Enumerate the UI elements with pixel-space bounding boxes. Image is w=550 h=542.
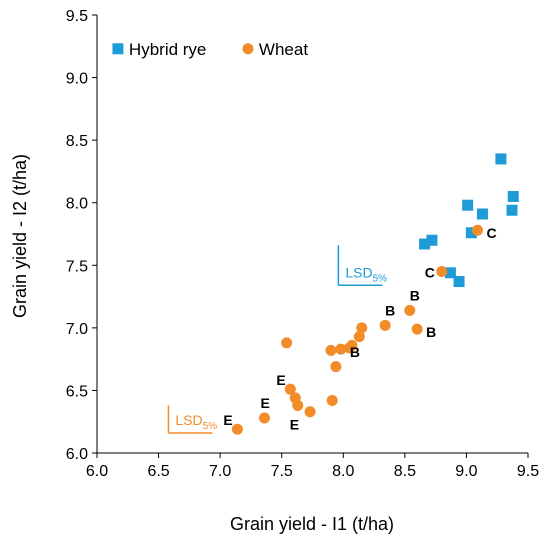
hybrid-rye-point xyxy=(476,208,488,220)
plot-area: 6.0 6.5 7.0 7.5 8.0 8.5 9.0 9.5 6.0 6.5 7.0 7.5 8.0… xyxy=(66,8,539,480)
wheat-point xyxy=(353,331,365,343)
hybrid-rye-point xyxy=(453,276,465,288)
wheat-point xyxy=(326,394,338,406)
point-label: B xyxy=(385,302,395,318)
lsd-annotations: LSD5%LSD5% xyxy=(167,245,387,434)
x-tick-label: 7.5 xyxy=(271,463,293,480)
y-tick-label: 7.5 xyxy=(66,258,88,275)
y-tick-label: 8.0 xyxy=(66,196,88,213)
wheat-point xyxy=(335,343,347,355)
point-label: B xyxy=(410,287,420,303)
y-tick-label: 9.0 xyxy=(66,71,88,88)
x-tick-label: 9.0 xyxy=(455,463,477,480)
lsd-label: LSD5% xyxy=(175,412,217,432)
point-label: E xyxy=(223,412,232,428)
wheat-point xyxy=(304,406,316,418)
hybrid-rye-point xyxy=(506,204,518,216)
wheat-point xyxy=(379,319,391,331)
wheat-point xyxy=(284,383,296,395)
wheat-point xyxy=(258,412,270,424)
y-tick-label: 8.5 xyxy=(66,133,88,150)
wheat-point xyxy=(281,337,293,349)
x-tick-label: 8.5 xyxy=(394,463,416,480)
x-axis-label: Grain yield - I1 (t/ha) xyxy=(230,514,394,534)
wheat-point xyxy=(436,266,448,278)
hybrid-rye-point xyxy=(465,227,477,239)
x-tick-label: 8.0 xyxy=(332,463,354,480)
wheat-point xyxy=(231,423,243,435)
legend-swatch-wheat xyxy=(242,43,254,55)
hybrid-rye-point xyxy=(495,153,507,165)
y-axis-label: Grain yield - I2 (t/ha) xyxy=(10,154,30,318)
x-tick-label: 7.0 xyxy=(209,463,231,480)
point-label: C xyxy=(425,265,435,281)
legend-label: Hybrid rye xyxy=(129,40,206,59)
lsd-label: LSD5% xyxy=(345,264,387,284)
data-points xyxy=(231,153,519,435)
point-label: B xyxy=(426,324,436,340)
wheat-point xyxy=(292,399,304,411)
wheat-point xyxy=(411,323,423,335)
wheat-point xyxy=(356,322,368,334)
y-tick-label: 6.5 xyxy=(66,383,88,400)
legend-swatch-hybrid-rye xyxy=(112,43,124,55)
y-tick-label: 6.0 xyxy=(66,446,88,463)
x-axis-ticks: 6.0 6.5 7.0 7.5 8.0 8.5 9.0 9.5 xyxy=(86,453,539,480)
point-label: E xyxy=(260,395,269,411)
point-label: E xyxy=(290,416,299,432)
point-label: C xyxy=(487,225,497,241)
wheat-point xyxy=(343,342,355,354)
point-label: E xyxy=(276,372,285,388)
wheat-point xyxy=(472,224,484,236)
x-tick-label: 6.5 xyxy=(147,463,169,480)
y-tick-label: 7.0 xyxy=(66,321,88,338)
hybrid-rye-point xyxy=(507,190,519,202)
wheat-point xyxy=(404,304,416,316)
lsd-text: LSD xyxy=(345,264,372,280)
legend-label: Wheat xyxy=(259,40,308,59)
lsd-subscript: 5% xyxy=(203,421,218,432)
lsd-text: LSD xyxy=(175,412,202,428)
x-tick-label: 9.5 xyxy=(517,463,539,480)
hybrid-rye-point xyxy=(426,234,438,246)
x-tick-label: 6.0 xyxy=(86,463,108,480)
hybrid-rye-point xyxy=(444,267,456,279)
wheat-point xyxy=(325,344,337,356)
hybrid-rye-point xyxy=(419,238,431,250)
legend: Hybrid rye Wheat xyxy=(112,40,308,59)
point-label: B xyxy=(350,344,360,360)
y-tick-label: 9.5 xyxy=(66,8,88,25)
wheat-point xyxy=(330,361,342,373)
lsd-subscript: 5% xyxy=(373,273,388,284)
hybrid-rye-point xyxy=(462,199,474,211)
y-axis-ticks: 6.0 6.5 7.0 7.5 8.0 8.5 9.0 9.5 xyxy=(66,8,97,463)
